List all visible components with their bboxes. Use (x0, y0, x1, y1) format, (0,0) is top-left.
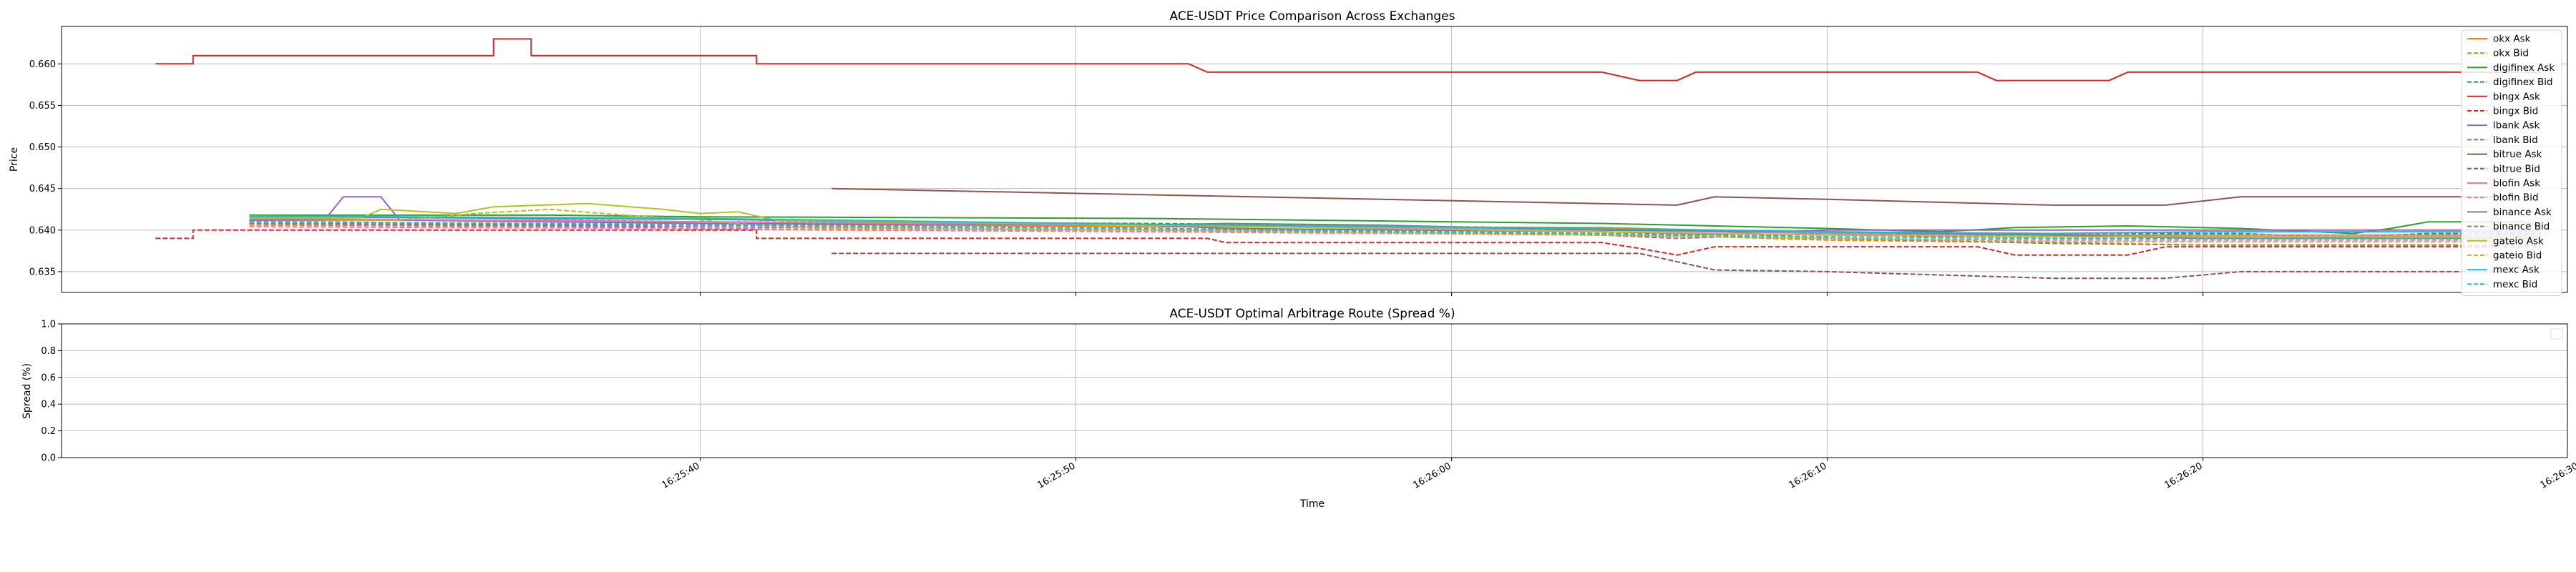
spread-x-tick-label: 16:26:30 (2539, 460, 2576, 490)
spread-chart-plot-area (62, 324, 2567, 458)
price-chart-plot-area (62, 26, 2567, 292)
spread-y-tick-label: 0.4 (41, 400, 56, 410)
series-line-bingx-bid (155, 229, 2542, 256)
legend-entry: mexc Bid (2493, 279, 2537, 290)
legend-entry: lbank Ask (2493, 120, 2540, 132)
legend-entry: binance Ask (2493, 207, 2552, 218)
price-chart-frame (61, 26, 2568, 293)
spread-y-tick-label: 0.6 (41, 373, 56, 383)
spread-chart-y-ticks: 0.0 0.2 0.4 0.6 0.8 1.0 (41, 320, 62, 464)
series-line-bingx-ask (155, 38, 2542, 82)
spread-x-tick-label: 16:26:00 (1412, 460, 1453, 490)
price-chart-y-ticks: 0.635 0.640 0.645 0.650 0.655 0.660 (29, 59, 2204, 296)
series-line-gateio-ask (249, 202, 2542, 238)
series-line-digifinex-ask (249, 214, 2542, 235)
spread-y-tick-label: 0.8 (41, 346, 56, 357)
legend-entry: okx Ask (2493, 34, 2531, 45)
spread-chart-y-label: Spread (%) (21, 363, 33, 419)
spread-y-tick-label: 0.2 (41, 426, 56, 437)
price-chart-y-label: Price (9, 147, 20, 172)
spread-x-tick-label: 16:26:20 (2163, 460, 2205, 490)
series-line-mexc-ask (249, 215, 2542, 235)
legend-entry: binance Bid (2493, 221, 2550, 232)
legend-entry: digifinex Ask (2493, 62, 2555, 74)
legend-entry: bingx Bid (2493, 106, 2538, 117)
series-line-gateio-bid (249, 208, 2542, 243)
spread-chart-x-label: Time (1299, 498, 1324, 510)
price-chart-series (155, 38, 2542, 280)
legend: okx Ask okx Bid digifinex Ask digifinex Bid… (2461, 29, 2562, 297)
price-chart: ACE-USDT Price Comparison Across Exchang… (9, 9, 2568, 297)
price-y-tick-label: 0.660 (29, 59, 56, 70)
legend-entry: gateio Bid (2493, 250, 2542, 262)
price-y-tick-label: 0.640 (29, 225, 56, 236)
empty-legend-box (2550, 328, 2563, 340)
series-line-bitrue-ask (831, 187, 2504, 206)
spread-chart-frame (61, 323, 2568, 458)
legend-entry: lbank Bid (2493, 134, 2538, 146)
legend-entry: blofin Ask (2493, 178, 2540, 189)
spread-x-tick-label: 16:26:10 (1787, 460, 1829, 490)
legend-entry: mexc Ask (2493, 265, 2540, 276)
legend-entry: bingx Ask (2493, 91, 2540, 102)
series-line-mexc-bid (249, 221, 2542, 240)
spread-y-tick-label: 1.0 (41, 320, 56, 330)
spread-x-tick-label: 16:25:40 (660, 460, 701, 490)
legend-entry: gateio Ask (2493, 235, 2544, 247)
legend-entry: okx Bid (2493, 48, 2529, 59)
spread-chart-title: ACE-USDT Optimal Arbitrage Route (Spread… (1169, 307, 1455, 321)
legend-entry: digifinex Bid (2493, 77, 2553, 88)
price-y-tick-label: 0.655 (29, 101, 56, 112)
spread-x-tick-label: 16:25:50 (1036, 460, 1078, 490)
series-line-bitrue-bid (831, 252, 2504, 280)
legend-entry: bitrue Bid (2493, 163, 2540, 174)
spread-y-tick-label: 0.0 (41, 453, 56, 464)
price-chart-title: ACE-USDT Price Comparison Across Exchang… (1170, 9, 1455, 24)
price-y-tick-label: 0.650 (29, 142, 56, 153)
spread-chart-x-ticks: 16:25:40 16:25:50 16:26:00 16:26:10 16:26:20… (660, 458, 2576, 491)
spread-chart: ACE-USDT Optimal Arbitrage Route (Spread… (21, 307, 2576, 510)
legend-entry: bitrue Ask (2493, 149, 2542, 160)
legend-entry: blofin Bid (2493, 192, 2539, 204)
price-y-tick-label: 0.645 (29, 184, 56, 194)
price-y-tick-label: 0.635 (29, 267, 56, 277)
